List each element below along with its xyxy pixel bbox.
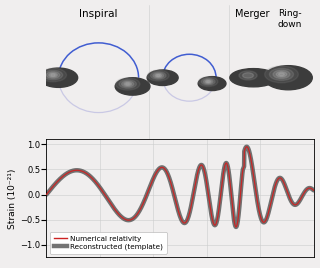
Text: Ring-
down: Ring- down <box>277 9 302 29</box>
Circle shape <box>269 68 293 80</box>
Y-axis label: Strain (10⁻²¹): Strain (10⁻²¹) <box>8 168 17 229</box>
Circle shape <box>126 83 130 85</box>
Circle shape <box>116 78 140 90</box>
Circle shape <box>198 77 226 91</box>
Circle shape <box>155 74 162 77</box>
Circle shape <box>243 73 253 78</box>
Circle shape <box>115 78 150 95</box>
Circle shape <box>239 71 257 80</box>
Circle shape <box>147 70 178 85</box>
Legend: Numerical relativity, Reconstructed (template): Numerical relativity, Reconstructed (tem… <box>50 232 167 254</box>
Circle shape <box>124 82 132 86</box>
Circle shape <box>40 68 67 82</box>
Circle shape <box>153 73 164 78</box>
Circle shape <box>279 73 284 76</box>
Circle shape <box>206 81 210 83</box>
Ellipse shape <box>230 69 277 87</box>
Circle shape <box>273 70 290 79</box>
Circle shape <box>264 66 312 90</box>
Text: Inspiral: Inspiral <box>79 9 118 19</box>
Circle shape <box>119 80 136 88</box>
Circle shape <box>46 72 60 79</box>
Circle shape <box>203 79 213 84</box>
Circle shape <box>44 70 63 80</box>
Circle shape <box>198 77 218 87</box>
Circle shape <box>49 73 57 77</box>
Circle shape <box>201 78 215 85</box>
Circle shape <box>205 80 211 83</box>
Circle shape <box>276 72 287 77</box>
Circle shape <box>39 68 78 87</box>
Circle shape <box>122 81 134 87</box>
Circle shape <box>265 66 298 83</box>
Circle shape <box>51 74 55 76</box>
Circle shape <box>150 72 166 79</box>
Circle shape <box>148 70 169 81</box>
Circle shape <box>156 75 160 76</box>
Text: Merger: Merger <box>235 9 269 19</box>
